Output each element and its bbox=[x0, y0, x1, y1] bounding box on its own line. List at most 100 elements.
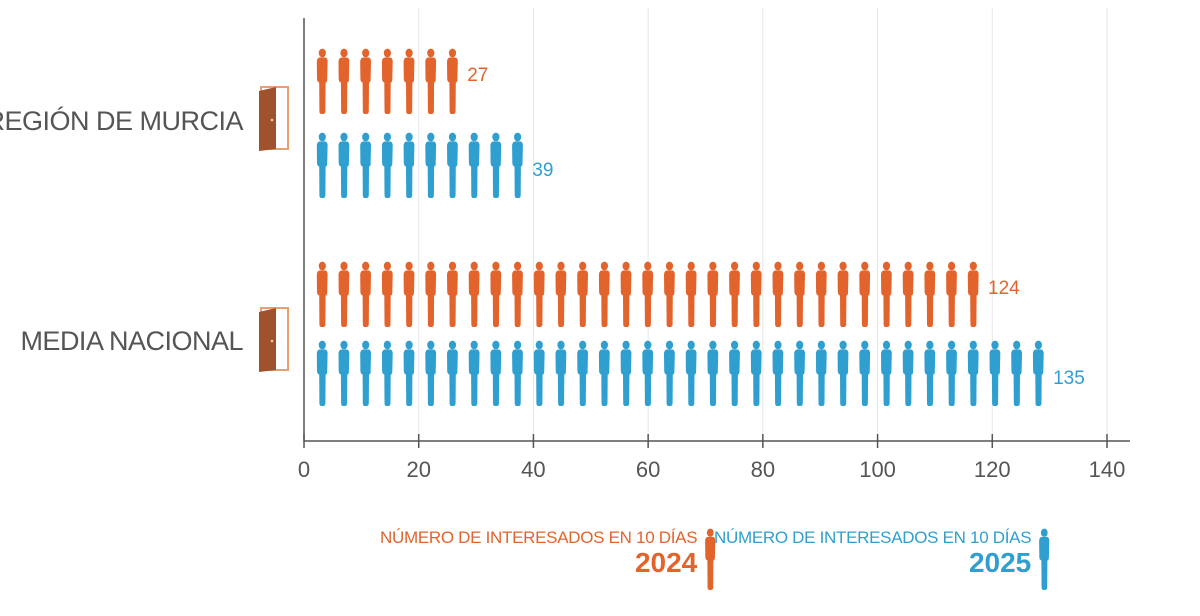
pictogram-row bbox=[316, 48, 458, 114]
person-icon bbox=[360, 340, 372, 406]
door-icon bbox=[259, 307, 289, 372]
person-icon bbox=[750, 261, 762, 327]
person-icon bbox=[794, 261, 806, 327]
person-icon bbox=[425, 340, 437, 406]
person-icon bbox=[468, 132, 480, 198]
person-icon bbox=[859, 261, 871, 327]
door-icon bbox=[259, 86, 289, 151]
person-icon bbox=[902, 261, 914, 327]
person-icon bbox=[490, 132, 502, 198]
person-icon bbox=[881, 340, 892, 406]
person-icon bbox=[360, 261, 372, 327]
person-icon bbox=[772, 340, 784, 406]
person-icon bbox=[946, 261, 957, 327]
person-icon bbox=[924, 261, 936, 327]
person-icon bbox=[664, 261, 675, 327]
person-icon bbox=[381, 261, 393, 327]
x-axis: 0 20 40 60 80 100 120 140 bbox=[298, 18, 1130, 482]
person-icon bbox=[316, 340, 328, 406]
x-tick-label: 100 bbox=[859, 457, 896, 482]
person-icon bbox=[447, 48, 458, 114]
person-icon bbox=[837, 261, 849, 327]
pictogram-row bbox=[316, 340, 1044, 406]
person-icon bbox=[338, 132, 350, 198]
category-label: MEDIA NACIONAL bbox=[20, 326, 243, 356]
person-icon bbox=[620, 340, 632, 406]
legend-label-2025: NÚMERO DE INTERESADOS EN 10 DÍAS bbox=[714, 528, 1032, 547]
category-labels: REGIÓN DE MURCIA MEDIA NACIONAL bbox=[0, 105, 244, 356]
value-labels: 27 124 39 135 bbox=[467, 65, 1085, 389]
person-icon bbox=[490, 340, 502, 406]
person-icon bbox=[403, 132, 415, 198]
person-icon bbox=[381, 340, 393, 406]
person-icon bbox=[316, 132, 328, 198]
person-icon bbox=[729, 261, 740, 327]
value-label: 135 bbox=[1053, 368, 1085, 389]
person-icon bbox=[815, 261, 827, 327]
person-icon bbox=[642, 340, 654, 406]
person-icon bbox=[685, 340, 697, 406]
person-icon bbox=[794, 340, 806, 406]
person-icon bbox=[512, 132, 523, 198]
x-tick-label: 0 bbox=[298, 457, 310, 482]
x-tick-label: 40 bbox=[521, 457, 545, 482]
person-icon bbox=[425, 132, 437, 198]
person-icon bbox=[729, 340, 740, 406]
category-icons bbox=[259, 86, 289, 372]
person-icon bbox=[577, 261, 589, 327]
person-icon bbox=[946, 340, 957, 406]
person-icon bbox=[642, 261, 654, 327]
person-icon bbox=[533, 340, 545, 406]
person-icon bbox=[707, 261, 719, 327]
legend-item-2024: NÚMERO DE INTERESADOS EN 10 DÍAS 2024 bbox=[380, 528, 717, 590]
person-icon bbox=[967, 261, 979, 327]
person-icon bbox=[381, 132, 393, 198]
grid-lines bbox=[418, 8, 1108, 441]
person-icon bbox=[338, 48, 350, 114]
person-icon bbox=[381, 48, 393, 114]
legend-label-2024: NÚMERO DE INTERESADOS EN 10 DÍAS bbox=[380, 528, 698, 547]
pictogram-chart: 0 20 40 60 80 100 120 140 REGIÓN DE MURCIA MEDIA… bbox=[0, 8, 1130, 482]
value-label: 39 bbox=[532, 160, 553, 181]
person-icon bbox=[620, 261, 632, 327]
person-icon bbox=[447, 261, 458, 327]
person-icon bbox=[772, 261, 784, 327]
legend-item-2025: NÚMERO DE INTERESADOS EN 10 DÍAS 2025 bbox=[714, 528, 1051, 590]
person-icon bbox=[967, 340, 979, 406]
person-icon bbox=[512, 340, 523, 406]
person-icon bbox=[338, 261, 350, 327]
person-icon bbox=[859, 340, 871, 406]
x-tick-label: 60 bbox=[636, 457, 660, 482]
person-icon bbox=[1037, 528, 1051, 590]
value-label: 27 bbox=[467, 65, 488, 86]
person-icon bbox=[316, 261, 328, 327]
x-tick-label: 80 bbox=[751, 457, 775, 482]
person-icon bbox=[1011, 340, 1023, 406]
person-icon bbox=[425, 48, 437, 114]
person-icon bbox=[685, 261, 697, 327]
person-icon bbox=[468, 340, 480, 406]
person-icon bbox=[403, 340, 415, 406]
person-icon bbox=[360, 48, 372, 114]
value-label: 124 bbox=[988, 278, 1020, 299]
person-icon bbox=[403, 48, 415, 114]
person-icon bbox=[577, 340, 589, 406]
x-tick-label: 120 bbox=[974, 457, 1011, 482]
x-tick-label: 20 bbox=[406, 457, 430, 482]
person-icon bbox=[533, 261, 545, 327]
person-icon bbox=[468, 261, 480, 327]
person-icon bbox=[902, 340, 914, 406]
person-icon bbox=[815, 340, 827, 406]
person-icon bbox=[316, 48, 328, 114]
pictogram-row bbox=[316, 132, 523, 198]
person-icon bbox=[403, 261, 415, 327]
legend-year-2025: 2025 bbox=[968, 547, 1032, 578]
person-icon bbox=[447, 132, 458, 198]
person-icon bbox=[1032, 340, 1044, 406]
person-icon bbox=[490, 261, 502, 327]
category-label: REGIÓN DE MURCIA bbox=[0, 105, 243, 136]
person-icon bbox=[447, 340, 458, 406]
pictogram-row bbox=[316, 261, 979, 327]
person-icon bbox=[598, 340, 610, 406]
person-icon bbox=[989, 340, 1001, 406]
